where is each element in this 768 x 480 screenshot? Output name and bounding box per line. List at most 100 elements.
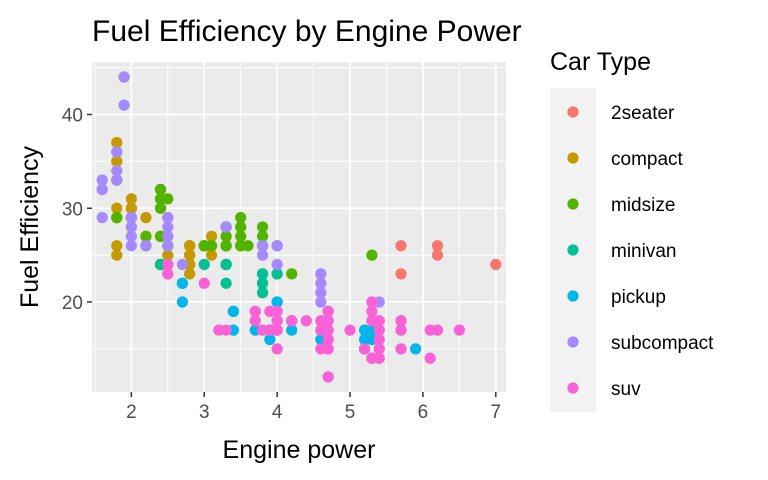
x-tick-label: 2 [126,402,137,423]
data-point [125,193,137,205]
legend-item-suv: suv [567,379,641,400]
legend-item-subcompact: subcompact [567,333,714,354]
data-point [256,240,269,252]
data-point [220,230,232,242]
data-point [96,212,108,224]
data-point [424,324,436,336]
data-point [111,155,123,167]
data-point [162,268,174,280]
legend-items: 2seater compact midsize minivan pickup subcom… [567,103,714,400]
legend-key [567,244,579,256]
data-point [162,258,174,271]
data-point [235,230,247,242]
x-tick-label: 6 [418,402,429,423]
y-axis-title: Fuel Efficiency [16,145,44,308]
data-point [227,305,240,317]
data-point [315,324,327,336]
series-subcompact [96,71,385,308]
data-point [315,277,327,289]
legend-item-midsize: midsize [567,195,675,216]
data-point [111,240,123,252]
legend-label: midsize [611,195,675,216]
legend-key [567,106,579,118]
data-point [162,240,174,252]
legend-key [567,336,579,348]
data-point [271,268,283,280]
chart-title: Fuel Efficiency by Engine Power [92,15,522,48]
data-point [162,221,174,233]
data-point [125,240,137,252]
legend-label: pickup [611,287,666,308]
legend-label: subcompact [611,333,714,354]
data-point [220,324,232,336]
data-point [315,287,327,299]
data-point [111,174,123,186]
data-point [431,249,444,261]
data-point [235,240,247,252]
data-point [366,305,378,317]
data-point [271,324,283,336]
data-point [286,268,298,280]
data-point [256,287,269,299]
series-suv [162,258,465,383]
data-point [198,258,210,271]
data-point [125,212,137,224]
data-point [184,240,196,252]
data-point [184,249,196,261]
legend-label: 2seater [611,103,675,124]
data-point [256,249,269,261]
data-point [256,221,269,233]
data-point [162,249,174,261]
data-point [358,343,371,355]
legend-item-2seater: 2seater [567,103,675,124]
data-point [184,268,196,280]
grid-minor [92,62,506,392]
data-point [162,230,174,242]
data-point [205,230,218,242]
x-axis: 2 3 4 5 6 7 [126,392,501,423]
y-tick-label: 40 [62,106,83,127]
data-point [162,212,174,224]
data-point [453,324,465,336]
data-point [264,305,276,317]
x-tick-label: 7 [491,402,502,423]
data-point [431,240,444,252]
data-point [111,137,123,149]
data-point [373,352,385,364]
data-point [256,268,269,280]
legend-title: Car Type [550,48,651,76]
y-tick-label: 20 [62,293,83,314]
data-point [410,343,422,355]
data-point [271,343,283,355]
data-point [111,202,123,214]
data-point [111,212,123,224]
data-point [344,324,356,336]
legend-label: compact [611,149,684,170]
data-point [256,277,269,289]
legend-key [567,382,579,394]
data-point [220,258,232,271]
data-points [96,71,502,383]
legend-item-minivan: minivan [567,241,676,262]
data-point [373,324,385,336]
data-point [271,258,283,271]
data-point [111,165,123,177]
data-point [176,277,188,289]
x-tick-label: 5 [345,402,356,423]
data-point [322,343,334,355]
y-axis: 20 30 40 [62,106,92,314]
legend-key [567,198,579,210]
data-point [220,240,232,252]
legend: Car Type 2seater compact midsize minivan pic… [550,48,714,412]
data-point [373,343,385,355]
data-point [300,315,312,327]
data-point [286,315,298,327]
data-point [111,146,123,158]
data-point [176,258,188,271]
legend-item-compact: compact [567,149,684,170]
data-point [315,315,327,327]
data-point [373,315,385,327]
legend-label: minivan [611,241,676,262]
data-point [264,333,276,346]
